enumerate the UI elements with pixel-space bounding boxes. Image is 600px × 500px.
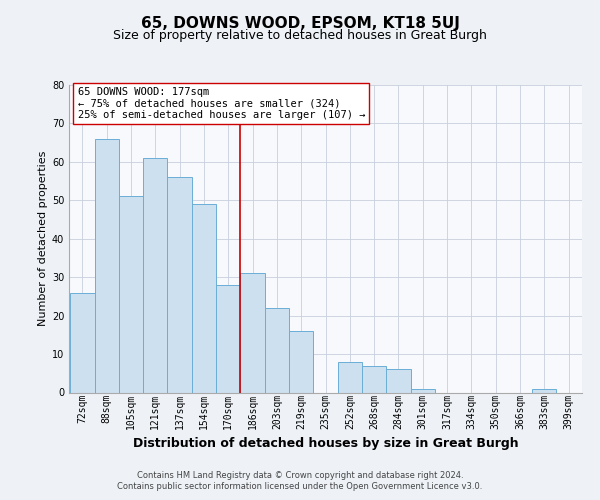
Bar [216, 285, 241, 393]
Bar [265, 308, 289, 392]
Bar [167, 178, 192, 392]
Bar [70, 292, 95, 392]
Bar [289, 331, 313, 392]
Bar [241, 274, 265, 392]
Text: Contains public sector information licensed under the Open Government Licence v3: Contains public sector information licen… [118, 482, 482, 491]
Bar [386, 370, 410, 392]
Bar [410, 388, 435, 392]
Bar [143, 158, 167, 392]
Text: Size of property relative to detached houses in Great Burgh: Size of property relative to detached ho… [113, 29, 487, 42]
Text: 65, DOWNS WOOD, EPSOM, KT18 5UJ: 65, DOWNS WOOD, EPSOM, KT18 5UJ [140, 16, 460, 31]
Bar [192, 204, 216, 392]
Text: 65 DOWNS WOOD: 177sqm
← 75% of detached houses are smaller (324)
25% of semi-det: 65 DOWNS WOOD: 177sqm ← 75% of detached … [77, 87, 365, 120]
Bar [532, 388, 556, 392]
Bar [338, 362, 362, 392]
X-axis label: Distribution of detached houses by size in Great Burgh: Distribution of detached houses by size … [133, 438, 518, 450]
Text: Contains HM Land Registry data © Crown copyright and database right 2024.: Contains HM Land Registry data © Crown c… [137, 471, 463, 480]
Y-axis label: Number of detached properties: Number of detached properties [38, 151, 47, 326]
Bar [95, 139, 119, 392]
Bar [119, 196, 143, 392]
Bar [362, 366, 386, 392]
